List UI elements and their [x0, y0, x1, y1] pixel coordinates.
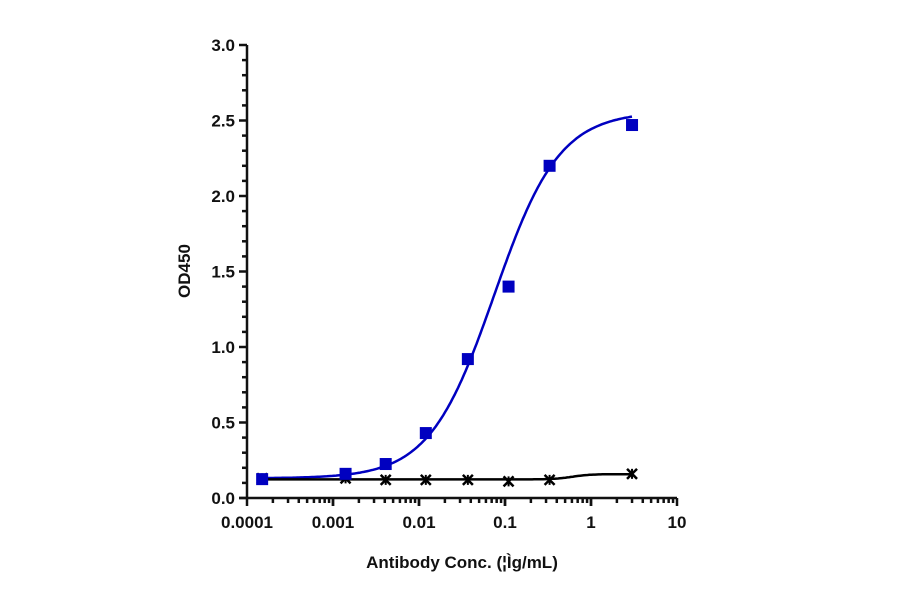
y-tick-label: 1.0 — [211, 338, 235, 357]
marker-x — [502, 475, 515, 488]
y-axis-title: OD450 — [175, 244, 194, 298]
marker-square — [461, 353, 474, 366]
x-tick-label: 0.01 — [402, 513, 435, 532]
marker-square — [339, 467, 352, 480]
marker-x — [461, 473, 474, 486]
marker-x — [419, 473, 432, 486]
y-tick-label: 0.5 — [211, 414, 235, 433]
x-tick-label: 0.1 — [493, 513, 517, 532]
marker-square — [379, 458, 392, 471]
y-tick-label: 2.0 — [211, 187, 235, 206]
marker-x — [626, 467, 638, 480]
data-points — [256, 119, 639, 488]
marker-square — [419, 427, 432, 440]
x-tick-label: 0.0001 — [221, 513, 273, 532]
marker-square — [502, 280, 515, 293]
y-tick-label: 3.0 — [211, 36, 235, 55]
marker-square — [626, 119, 639, 132]
fit-curve-control — [262, 472, 632, 481]
x-axis: 0.0001 0.001 0.01 0.1 1 10 — [221, 496, 687, 532]
marker-x — [379, 473, 392, 486]
marker-x — [543, 473, 556, 486]
x-axis-title: Antibody Conc. (¦Ìg/mL) — [366, 553, 558, 572]
marker-square — [543, 159, 556, 172]
y-tick-label: 1.5 — [211, 263, 235, 282]
fit-curves — [262, 115, 633, 481]
y-tick-label: 0.0 — [211, 489, 235, 508]
y-tick-label: 2.5 — [211, 112, 235, 131]
marker-square — [256, 473, 269, 486]
x-tick-label: 10 — [668, 513, 687, 532]
x-tick-label: 0.001 — [312, 513, 355, 532]
y-axis: 0.0 0.5 1.0 1.5 2.0 2.5 3.0 — [211, 36, 249, 508]
fit-curve-antibody — [262, 115, 633, 480]
x-tick-label: 1 — [586, 513, 595, 532]
